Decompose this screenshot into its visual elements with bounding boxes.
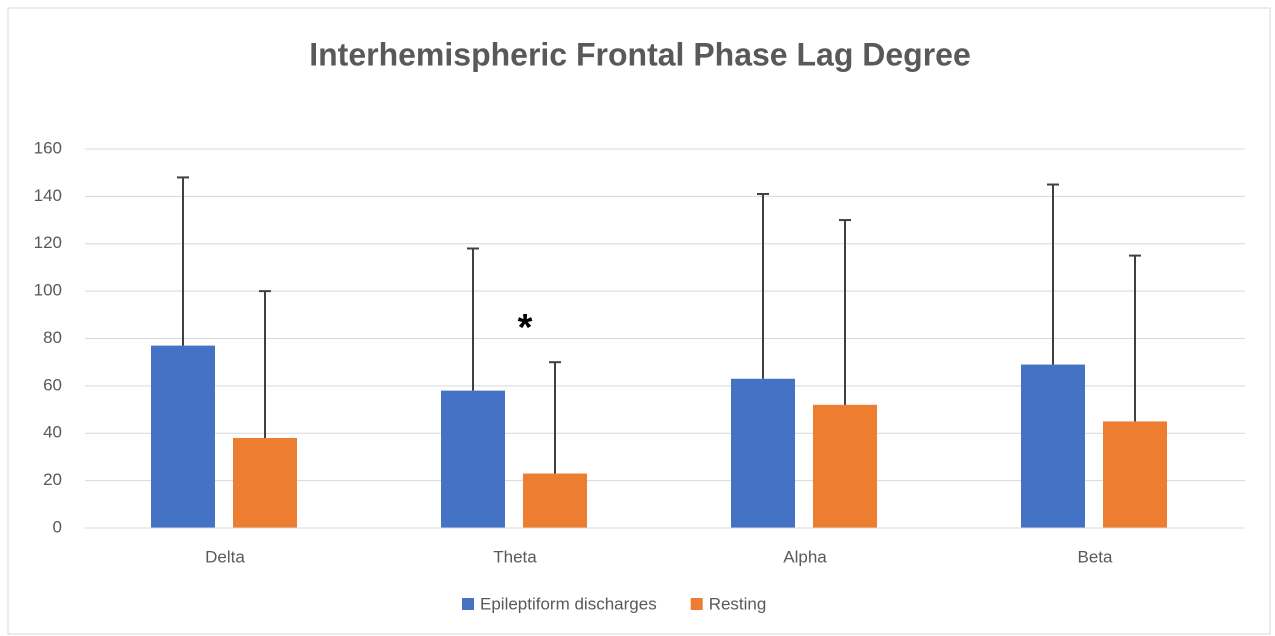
error-bar: [1129, 254, 1141, 422]
legend-swatch: [462, 598, 474, 610]
y-tick-label: 140: [34, 186, 62, 205]
error-bar: [259, 290, 271, 438]
bar: [1103, 421, 1167, 528]
bar: [813, 404, 877, 528]
legend-label: Epileptiform discharges: [480, 594, 657, 613]
annotation: *: [518, 307, 533, 349]
x-tick-label: Theta: [493, 547, 537, 566]
y-tick-label: 100: [34, 281, 62, 300]
y-tick-label: 60: [43, 375, 62, 394]
error-bar: [549, 361, 561, 474]
x-tick-label: Beta: [1078, 547, 1114, 566]
error-bar: [177, 176, 189, 346]
legend-swatch: [690, 598, 703, 610]
error-bar: [1047, 183, 1059, 365]
y-tick-label: 80: [43, 328, 62, 347]
y-tick-label: 0: [53, 517, 62, 536]
error-bar: [839, 219, 851, 405]
x-tick-label: Delta: [205, 547, 245, 566]
bar: [523, 473, 587, 528]
bar: [233, 437, 297, 528]
legend-label: Resting: [709, 594, 767, 613]
x-tick-label: Alpha: [783, 547, 827, 566]
error-bar: [757, 193, 769, 379]
chart-border: [7, 7, 1271, 635]
error-bar: [467, 247, 479, 391]
chart-title: Interhemispheric Frontal Phase Lag Degre…: [309, 36, 971, 72]
y-tick-label: 160: [34, 138, 62, 157]
bar: [441, 390, 505, 528]
bar: [731, 378, 795, 528]
bar: [1021, 364, 1085, 528]
y-tick-label: 40: [43, 423, 62, 442]
y-tick-label: 20: [43, 470, 62, 489]
bar: [151, 345, 215, 528]
y-tick-label: 120: [34, 233, 62, 252]
